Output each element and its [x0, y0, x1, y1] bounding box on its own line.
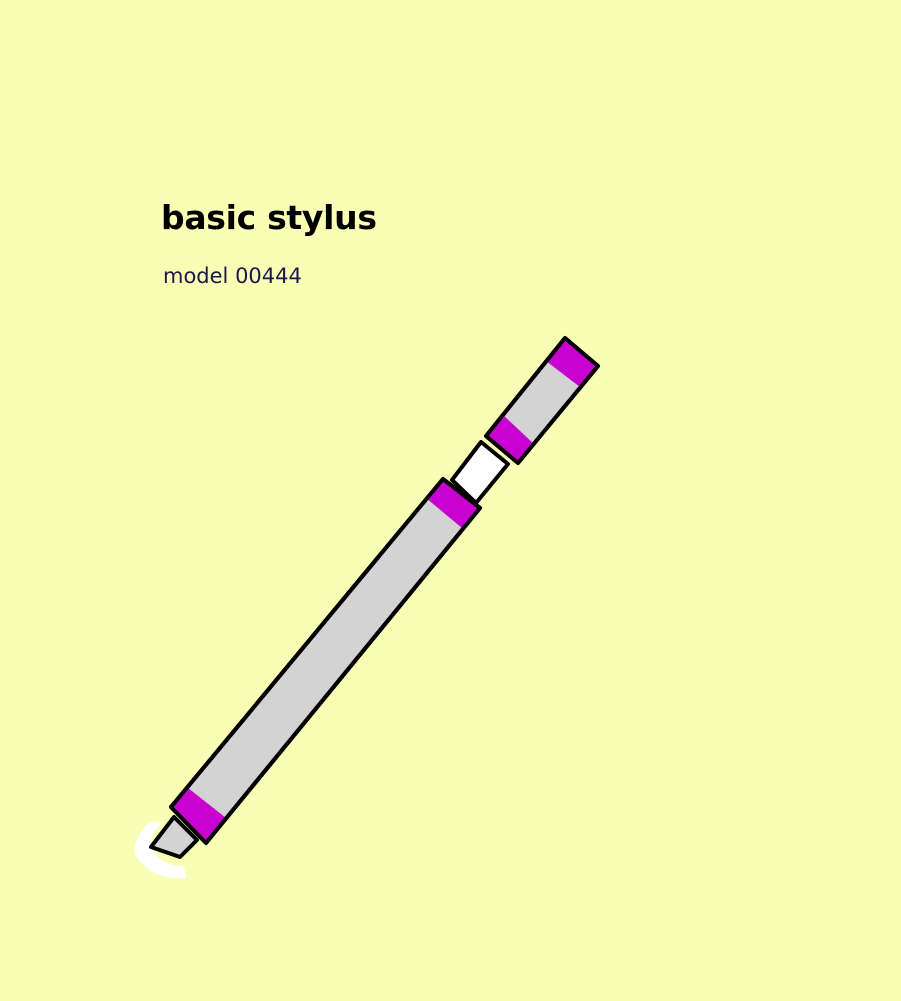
- stylus-cap-bottom-band: [486, 414, 534, 463]
- stylus-tip: [149, 815, 199, 859]
- stylus-barrel-bottom-band: [171, 788, 226, 843]
- product-model-label: model 00444: [163, 264, 302, 288]
- stylus-barrel: [169, 477, 482, 845]
- product-title: basic stylus: [161, 198, 377, 237]
- stylus-barrel-outline: [169, 477, 482, 845]
- tip-smudge: [134, 822, 186, 879]
- stylus-barrel-top-band: [426, 479, 480, 528]
- stylus-gap: [450, 440, 510, 505]
- stylus-cap-top-band: [546, 338, 598, 387]
- stylus-cap-outline: [484, 336, 600, 465]
